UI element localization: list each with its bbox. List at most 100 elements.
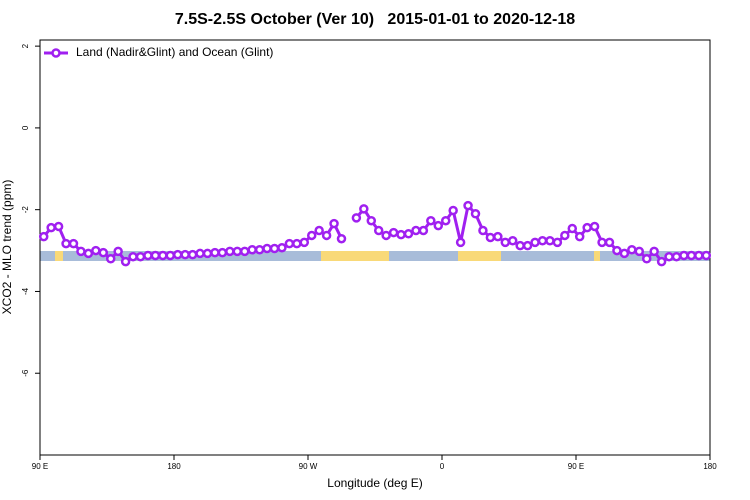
data-point — [485, 232, 496, 243]
surface-band — [40, 251, 710, 261]
data-point — [180, 249, 190, 260]
data-point — [530, 237, 540, 248]
legend-label: Land (Nadir&Glint) and Ocean (Glint) — [76, 45, 273, 59]
data-point — [53, 221, 64, 232]
data-point — [388, 227, 399, 238]
data-point — [46, 222, 56, 233]
data-point — [493, 231, 503, 242]
data-point — [76, 246, 86, 257]
data-point — [306, 230, 317, 241]
data-point — [150, 250, 161, 261]
data-point — [686, 250, 697, 261]
y-tick-label: 0 — [21, 125, 30, 130]
data-point — [329, 218, 339, 229]
data-point — [61, 238, 71, 249]
data-point — [68, 238, 79, 249]
y-tick-label: -4 — [21, 287, 30, 295]
data-point — [158, 250, 168, 261]
data-point — [463, 200, 473, 211]
data-point — [478, 225, 488, 236]
data-point — [552, 237, 563, 248]
x-tick-label: 180 — [703, 462, 717, 471]
data-point — [165, 250, 176, 261]
data-point — [359, 204, 369, 214]
x-tick-label: 0 — [440, 462, 445, 471]
data-point — [321, 230, 332, 241]
x-tick-label: 180 — [167, 462, 181, 471]
y-tick-label: 2 — [21, 43, 30, 48]
data-point — [589, 221, 600, 232]
data-point — [560, 230, 570, 241]
data-point — [373, 225, 384, 236]
x-tick-label: 90 E — [568, 462, 584, 471]
data-point — [396, 229, 406, 240]
y-tick-label: -2 — [21, 206, 30, 214]
data-point — [239, 246, 250, 257]
data-point — [225, 246, 235, 257]
data-point — [649, 246, 659, 257]
data-point — [254, 244, 265, 255]
land-band — [321, 251, 389, 261]
x-axis-label: Longitude (deg E) — [327, 476, 422, 490]
data-point — [143, 250, 153, 261]
data-point — [567, 223, 578, 234]
data-point — [619, 248, 630, 259]
data-point — [634, 246, 645, 257]
x-tick-label: 90 E — [32, 462, 48, 471]
data-point — [522, 240, 533, 251]
data-point — [597, 237, 607, 248]
data-point — [262, 243, 272, 254]
data-point — [433, 220, 444, 231]
data-point — [247, 244, 257, 255]
data-point — [656, 256, 667, 267]
data-point — [411, 225, 421, 236]
data-point — [403, 229, 414, 239]
data-point — [120, 256, 131, 267]
data-point — [172, 249, 183, 260]
data-point — [664, 251, 674, 262]
data-point — [210, 247, 220, 258]
data-point — [604, 237, 615, 248]
data-point — [641, 253, 652, 264]
data-point — [694, 250, 704, 261]
data-point — [336, 233, 347, 244]
data-point — [202, 248, 213, 259]
data-point — [545, 236, 555, 246]
y-tick-label: -6 — [21, 369, 30, 377]
data-point — [671, 251, 682, 262]
data-point — [292, 238, 302, 249]
data-point — [284, 238, 295, 249]
data-point — [98, 247, 109, 258]
data-point — [612, 245, 622, 256]
land-band — [458, 251, 501, 261]
data-point — [507, 236, 518, 246]
data-point — [418, 225, 429, 236]
data-point — [537, 236, 548, 246]
data-point — [500, 237, 511, 248]
data-point — [470, 209, 481, 219]
data-point — [448, 205, 458, 216]
data-point — [366, 215, 377, 226]
data-point — [277, 242, 287, 253]
data-point — [38, 231, 49, 242]
data-point — [83, 248, 94, 259]
data-point — [217, 247, 228, 258]
data-point — [426, 215, 436, 226]
y-axis-label: XCO2 - MLO trend (ppm) — [0, 180, 14, 315]
data-point — [574, 231, 585, 242]
data-point — [455, 237, 466, 248]
land-band — [594, 251, 600, 261]
data-point — [679, 250, 689, 261]
data-point — [351, 213, 362, 223]
data-point — [515, 240, 525, 251]
legend-marker — [51, 48, 61, 58]
plot-frame — [39, 39, 711, 456]
data-point — [91, 245, 101, 256]
data-point — [135, 251, 146, 262]
data-point — [299, 237, 310, 248]
data-point — [440, 215, 451, 226]
data-point — [582, 222, 592, 233]
land-band — [55, 251, 63, 261]
x-tick-label: 90 W — [299, 462, 318, 471]
